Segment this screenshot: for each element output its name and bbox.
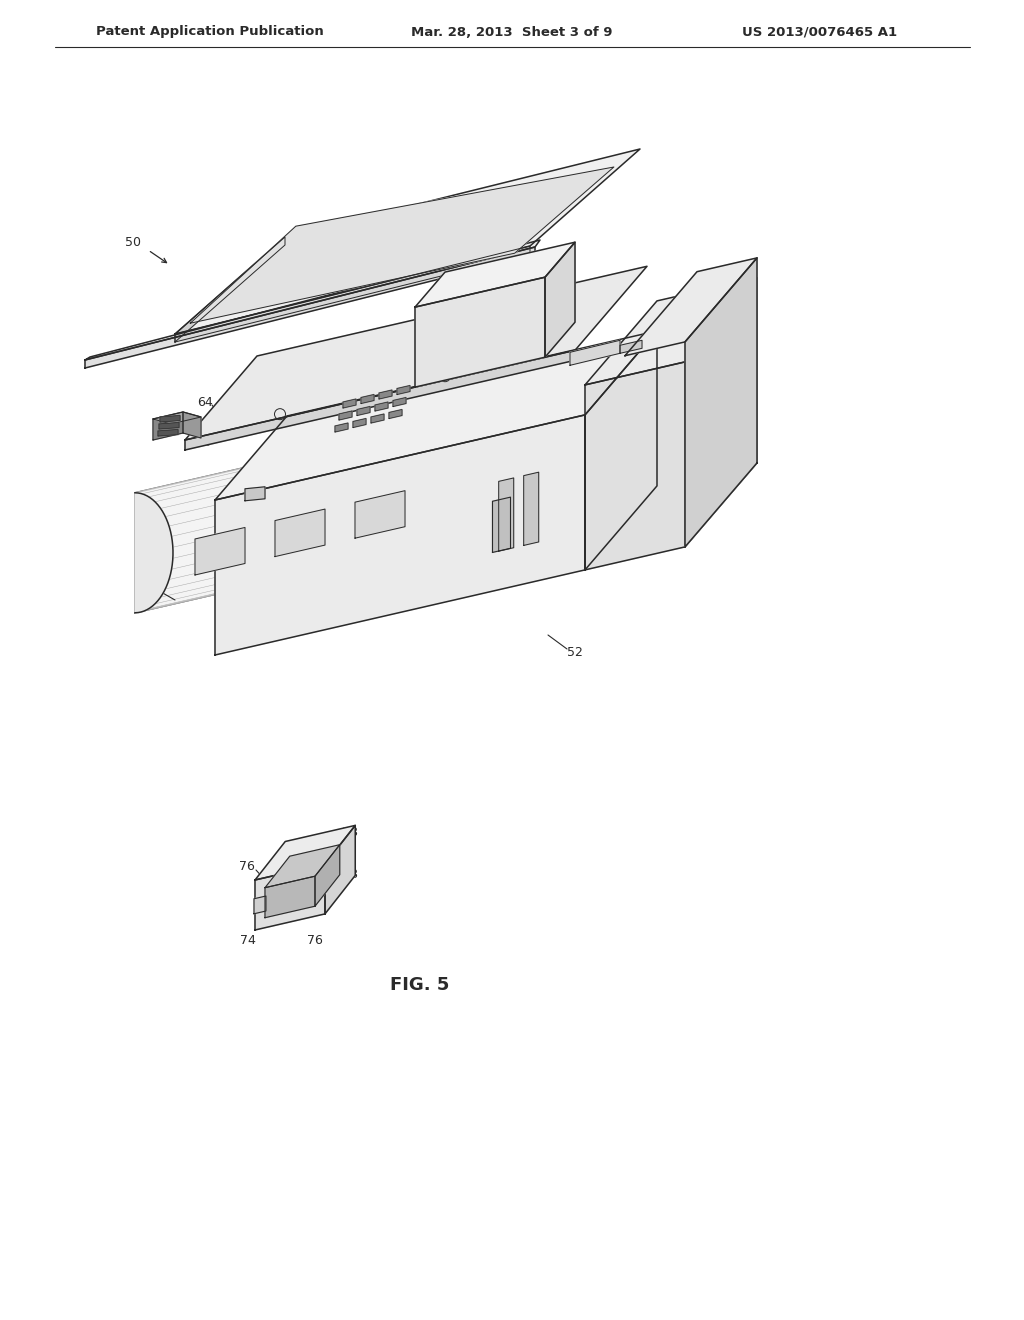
Text: 58: 58 [342, 869, 358, 882]
Polygon shape [215, 414, 585, 655]
Polygon shape [493, 498, 511, 553]
Polygon shape [343, 399, 356, 408]
Polygon shape [499, 478, 514, 552]
Text: 72: 72 [532, 293, 548, 306]
Polygon shape [393, 397, 406, 407]
Text: 66: 66 [220, 405, 236, 418]
Polygon shape [371, 414, 384, 422]
Text: 74: 74 [240, 933, 256, 946]
Text: 76: 76 [239, 861, 255, 874]
Polygon shape [185, 350, 575, 450]
Text: 64: 64 [198, 396, 213, 408]
Text: 78: 78 [342, 825, 358, 838]
Text: FIG. 5: FIG. 5 [390, 975, 450, 994]
Polygon shape [315, 845, 340, 907]
Polygon shape [545, 242, 575, 358]
Polygon shape [190, 168, 614, 323]
Polygon shape [685, 257, 757, 546]
Text: US 2013/0076465 A1: US 2013/0076465 A1 [742, 25, 898, 38]
Polygon shape [160, 416, 180, 422]
Polygon shape [339, 411, 352, 420]
Polygon shape [265, 845, 340, 887]
Text: 76: 76 [323, 846, 338, 858]
Polygon shape [255, 863, 325, 931]
Polygon shape [357, 407, 370, 416]
Text: 60: 60 [144, 583, 160, 597]
Polygon shape [353, 418, 366, 428]
Polygon shape [397, 385, 410, 395]
Polygon shape [325, 825, 355, 913]
Polygon shape [175, 149, 640, 334]
Polygon shape [585, 279, 757, 385]
Polygon shape [215, 331, 657, 500]
Polygon shape [265, 876, 315, 917]
Polygon shape [183, 412, 201, 438]
Polygon shape [585, 331, 657, 570]
Polygon shape [135, 492, 173, 612]
Polygon shape [361, 395, 374, 404]
Polygon shape [523, 473, 539, 545]
Text: 80: 80 [507, 206, 523, 219]
Polygon shape [254, 896, 266, 913]
Polygon shape [153, 412, 201, 424]
Polygon shape [335, 422, 348, 432]
Polygon shape [255, 825, 355, 880]
Polygon shape [135, 389, 623, 612]
Text: 50: 50 [125, 236, 141, 249]
Polygon shape [570, 341, 620, 366]
Polygon shape [415, 277, 545, 387]
Polygon shape [153, 412, 183, 440]
Text: 52: 52 [567, 645, 583, 659]
Polygon shape [355, 491, 406, 539]
Polygon shape [175, 238, 285, 342]
Text: Mar. 28, 2013  Sheet 3 of 9: Mar. 28, 2013 Sheet 3 of 9 [412, 25, 612, 38]
Polygon shape [625, 257, 757, 355]
Text: 68: 68 [195, 437, 211, 450]
Text: 54: 54 [257, 564, 273, 577]
Text: 62: 62 [360, 457, 376, 470]
Polygon shape [415, 242, 575, 308]
Polygon shape [379, 389, 392, 399]
Text: Patent Application Publication: Patent Application Publication [96, 25, 324, 38]
Polygon shape [585, 362, 685, 570]
Polygon shape [245, 487, 265, 500]
Text: 76: 76 [307, 933, 323, 946]
Polygon shape [175, 246, 530, 342]
Polygon shape [185, 267, 647, 440]
Polygon shape [620, 341, 642, 354]
Polygon shape [159, 422, 179, 429]
Polygon shape [85, 240, 540, 360]
Polygon shape [158, 429, 178, 436]
Polygon shape [85, 247, 535, 368]
Text: 70: 70 [357, 399, 373, 412]
Polygon shape [275, 510, 325, 557]
Text: 56: 56 [180, 417, 196, 429]
Polygon shape [375, 403, 388, 411]
Polygon shape [389, 409, 402, 418]
Polygon shape [685, 279, 757, 546]
Polygon shape [195, 528, 245, 576]
